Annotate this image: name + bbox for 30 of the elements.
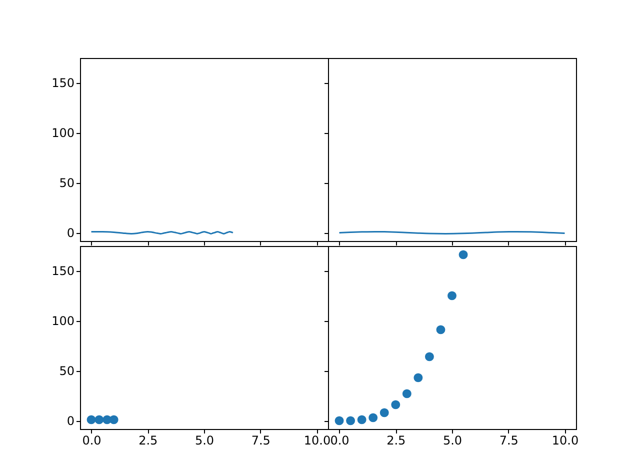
- x-tick-label: 5.0: [194, 434, 214, 448]
- y-tick-label: 0: [66, 226, 74, 240]
- x-tick-label: 10.0: [304, 434, 331, 448]
- x-tick-label: 2.5: [138, 434, 158, 448]
- point: [391, 400, 400, 410]
- point: [436, 325, 446, 334]
- point: [346, 416, 356, 426]
- point: [424, 352, 434, 362]
- point: [334, 416, 344, 426]
- y-tick-label: 150: [52, 76, 74, 90]
- y-tick-label: 100: [52, 126, 74, 140]
- x-tick-label: 10.0: [552, 434, 579, 448]
- x-tick-label: 7.5: [251, 434, 270, 448]
- x-tick-label: 0.0: [82, 434, 102, 448]
- y-tick-label: 50: [59, 176, 74, 190]
- x-tick-label: 0.0: [330, 434, 350, 448]
- x-tick-label: 5.0: [442, 434, 462, 448]
- x-tick-label: 2.5: [386, 434, 406, 448]
- point: [458, 250, 468, 260]
- x-tick-label: 7.5: [499, 434, 518, 448]
- y-tick-label: 0: [66, 414, 74, 428]
- point: [402, 389, 412, 398]
- point: [357, 415, 366, 424]
- y-tick-label: 50: [59, 364, 74, 378]
- point: [414, 373, 423, 382]
- y-tick-label: 150: [52, 264, 74, 278]
- point: [368, 413, 378, 422]
- point: [448, 291, 456, 300]
- y-tick-label: 100: [52, 314, 74, 328]
- point: [380, 408, 389, 418]
